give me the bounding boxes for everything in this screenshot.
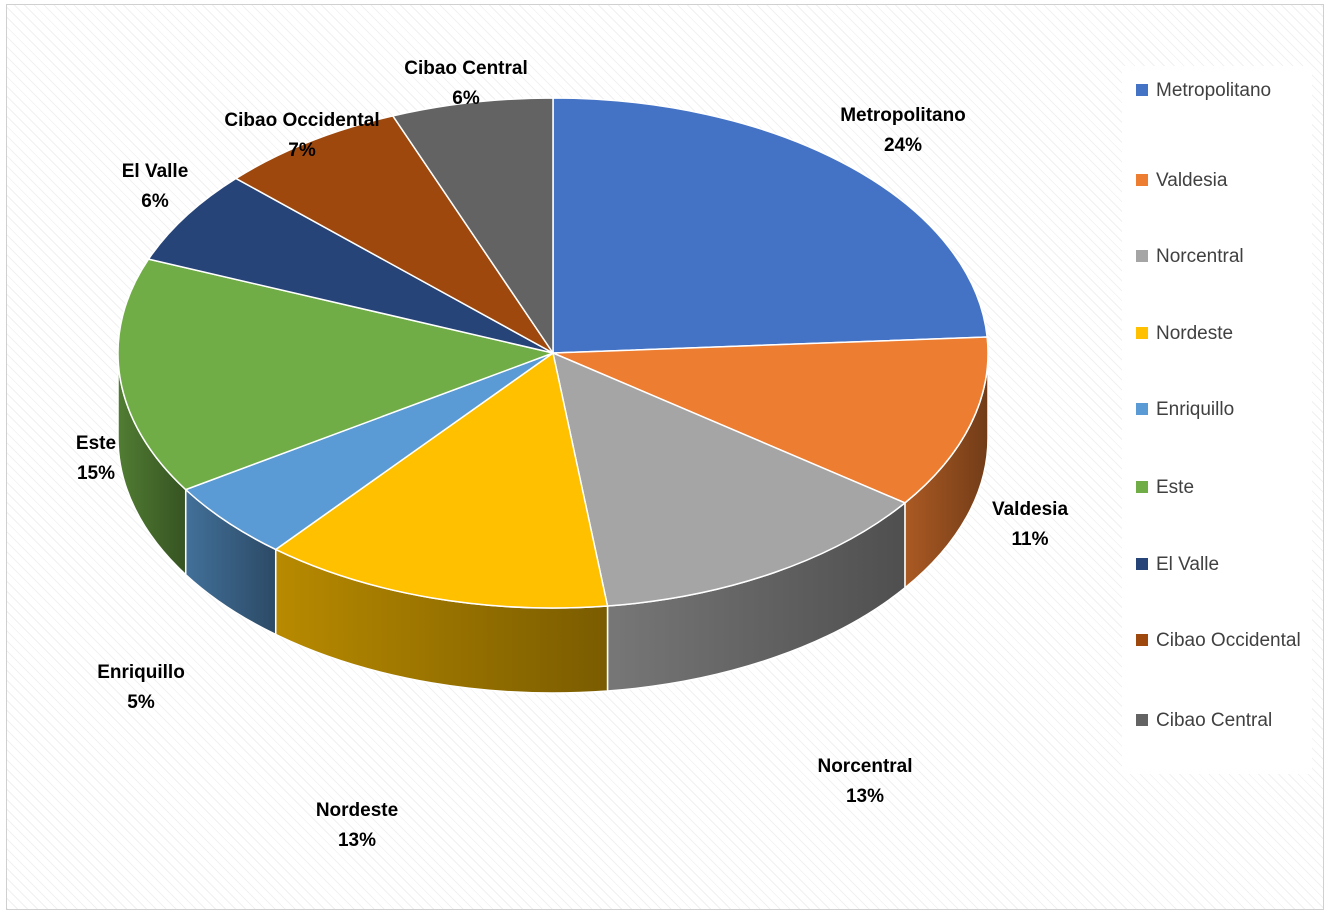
legend: Metropolitano Valdesia Norcentral Nordeste E…: [1122, 66, 1312, 774]
data-label-name: Este: [75, 433, 117, 454]
pie-slice-nordeste: [274, 351, 609, 609]
data-label-percent: 13%: [845, 786, 885, 807]
data-label-metropolitano: Metropolitano 24%: [840, 101, 966, 161]
data-label-percent: 15%: [76, 463, 116, 484]
legend-swatch: [1136, 481, 1148, 493]
data-label-nordeste: Nordeste 13%: [316, 796, 398, 856]
data-label-valdesia: Valdesia 11%: [992, 495, 1068, 555]
data-label-name: El Valle: [121, 161, 189, 182]
legend-label: Nordeste: [1156, 323, 1234, 344]
data-label-name: Cibao Occidental: [224, 110, 380, 131]
data-label-name: Enriquillo: [97, 662, 185, 683]
legend-swatch: [1136, 714, 1148, 726]
data-label-percent: 6%: [141, 191, 169, 212]
legend-swatch: [1136, 250, 1148, 262]
legend-label: Cibao Occidental: [1156, 630, 1301, 651]
legend-label: Este: [1156, 477, 1195, 498]
data-label-cibao-occidental: Cibao Occidental 7%: [224, 106, 379, 166]
data-label-name: Cibao Central: [404, 58, 528, 79]
data-label-percent: 11%: [1011, 529, 1049, 550]
legend-item-este: Este: [1136, 473, 1311, 503]
pie-slice-cibao-occidental: [234, 115, 554, 354]
pie-slice-el-valle: [147, 177, 554, 354]
data-label-name: Metropolitano: [840, 105, 966, 126]
pie-slice-valdesia: [552, 336, 989, 504]
data-label-el-valle: El Valle 6%: [122, 157, 189, 217]
data-label-norcentral: Norcentral 13%: [817, 752, 912, 812]
pie-slice-cibao-central: [391, 97, 554, 356]
legend-label: Metropolitano: [1156, 80, 1272, 101]
legend-item-valdesia: Valdesia: [1136, 166, 1311, 196]
legend-item-enriquillo: Enriquillo: [1136, 395, 1311, 425]
legend-swatch: [1136, 558, 1148, 570]
legend-swatch: [1136, 174, 1148, 186]
pie-slice-metropolitano: [552, 97, 988, 354]
data-label-este: Este 15%: [76, 429, 116, 489]
legend-item-cibao-central: Cibao Central: [1136, 706, 1311, 736]
pie-tops: [117, 97, 989, 609]
legend-swatch: [1136, 634, 1148, 646]
legend-label: Cibao Central: [1156, 710, 1273, 731]
data-label-percent: 24%: [883, 135, 923, 156]
legend-swatch: [1136, 327, 1148, 339]
data-label-percent: 7%: [288, 140, 316, 161]
legend-item-metropolitano: Metropolitano: [1136, 76, 1311, 106]
data-label-percent: 6%: [452, 88, 480, 109]
legend-label: Norcentral: [1156, 246, 1244, 267]
legend-label: Enriquillo: [1156, 399, 1235, 420]
data-label-enriquillo: Enriquillo 5%: [97, 658, 185, 718]
legend-item-cibao-occidental: Cibao Occidental: [1136, 626, 1311, 656]
pie-slice-norcentral: [551, 351, 907, 607]
legend-label: Valdesia: [1156, 170, 1228, 191]
legend-item-norcentral: Norcentral: [1136, 242, 1311, 272]
data-label-percent: 5%: [127, 692, 155, 713]
legend-swatch: [1136, 84, 1148, 96]
pie-slice-este: [117, 258, 556, 491]
legend-swatch: [1136, 403, 1148, 415]
legend-label: El Valle: [1156, 554, 1220, 575]
legend-item-el-valle: El Valle: [1136, 550, 1311, 580]
data-label-name: Valdesia: [991, 499, 1069, 520]
data-label-percent: 13%: [337, 830, 377, 851]
legend-item-nordeste: Nordeste: [1136, 319, 1311, 349]
data-label-name: Norcentral: [817, 756, 913, 777]
data-label-name: Nordeste: [315, 800, 399, 821]
data-label-cibao-central: Cibao Central 6%: [404, 54, 528, 114]
